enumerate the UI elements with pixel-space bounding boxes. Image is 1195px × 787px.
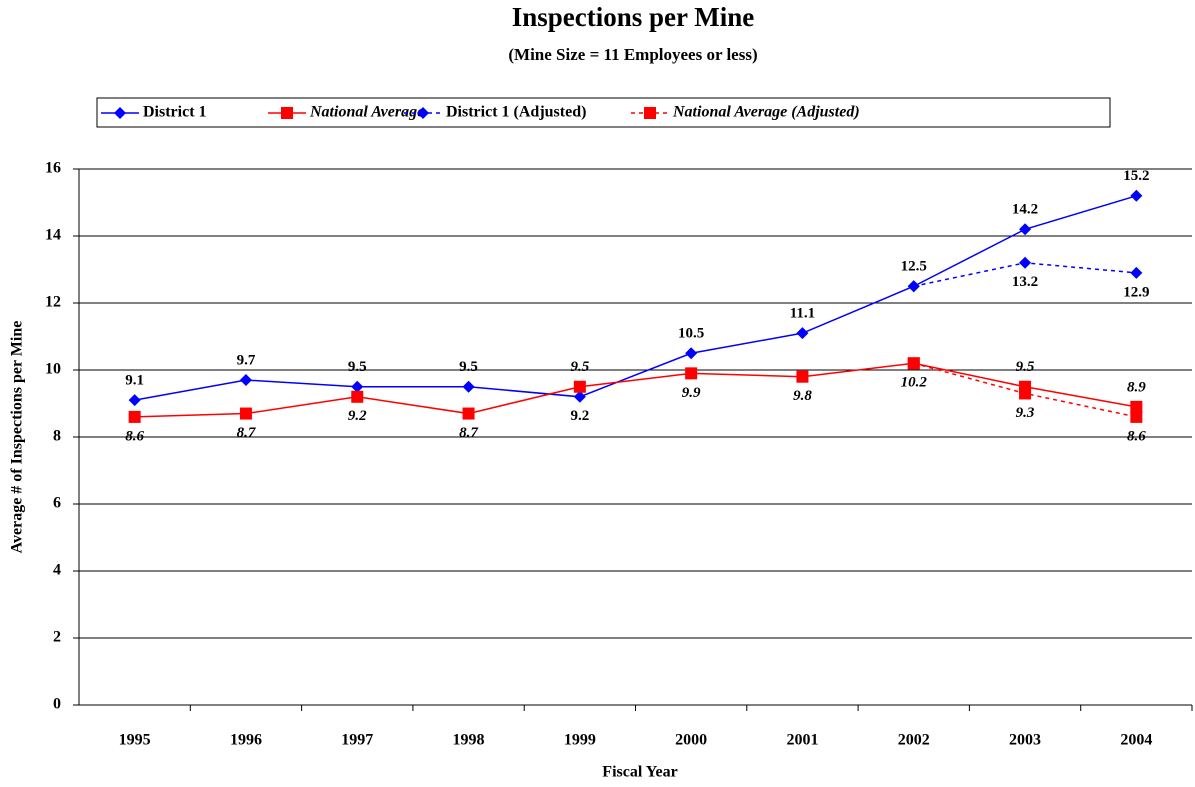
data-point xyxy=(796,370,809,383)
legend-label: District 1 xyxy=(143,104,207,121)
data-point xyxy=(462,407,475,420)
y-tick-label: 8 xyxy=(53,428,61,445)
data-label: 9.3 xyxy=(1016,405,1035,421)
data-point xyxy=(573,390,586,403)
data-label: 12.5 xyxy=(901,259,927,275)
data-label: 9.5 xyxy=(348,359,367,375)
x-tick-label: 1999 xyxy=(564,732,596,749)
y-tick-label: 14 xyxy=(45,227,61,244)
data-label: 9.2 xyxy=(570,408,589,424)
data-label: 9.5 xyxy=(570,359,589,375)
legend-label: National Average (Adjusted) xyxy=(672,104,860,121)
data-label: 14.2 xyxy=(1012,202,1038,218)
data-label: 9.5 xyxy=(459,359,478,375)
x-tick-label: 2003 xyxy=(1009,732,1041,749)
data-label: 9.7 xyxy=(237,352,256,368)
data-point xyxy=(128,410,141,423)
data-label: 13.2 xyxy=(1012,274,1038,290)
x-tick-label: 2000 xyxy=(675,732,707,749)
legend-marker xyxy=(281,107,293,119)
legend-label: District 1 (Adjusted) xyxy=(446,104,586,121)
data-point xyxy=(351,380,364,393)
y-tick-label: 0 xyxy=(53,696,61,713)
data-label: 8.7 xyxy=(237,425,256,441)
x-tick-label: 1995 xyxy=(119,732,151,749)
chart-title: Inspections per Mine xyxy=(512,2,755,32)
data-label: 11.1 xyxy=(790,306,815,322)
data-label: 8.9 xyxy=(1127,379,1146,395)
series-line xyxy=(134,195,1137,401)
data-point xyxy=(685,347,698,360)
data-point xyxy=(1130,266,1143,279)
data-label: 9.2 xyxy=(348,408,367,424)
data-point xyxy=(685,367,698,380)
data-label: 10.2 xyxy=(901,375,928,391)
data-label: 9.1 xyxy=(125,373,144,389)
data-point xyxy=(1130,400,1143,413)
data-label: 9.5 xyxy=(1016,359,1035,375)
data-label: 12.9 xyxy=(1123,284,1149,300)
legend-marker xyxy=(114,107,126,119)
y-tick-label: 12 xyxy=(45,294,61,311)
data-point xyxy=(1019,387,1032,400)
data-label: 9.8 xyxy=(793,388,812,404)
legend-marker xyxy=(644,107,656,119)
y-tick-label: 16 xyxy=(45,160,61,177)
legend-marker xyxy=(417,107,429,119)
data-label: 8.6 xyxy=(1127,428,1146,444)
data-point xyxy=(351,390,364,403)
x-tick-label: 2004 xyxy=(1120,732,1152,749)
data-label: 8.6 xyxy=(125,428,144,444)
data-point xyxy=(1130,189,1143,202)
data-point xyxy=(796,327,809,340)
data-label: 10.5 xyxy=(678,326,704,342)
x-tick-label: 1997 xyxy=(341,732,373,749)
y-axis-title: Average # of Inspections per Mine xyxy=(9,321,26,554)
series-line xyxy=(134,362,1137,418)
data-point xyxy=(1130,410,1143,423)
data-point xyxy=(239,407,252,420)
x-axis-title: Fiscal Year xyxy=(602,764,677,781)
data-point xyxy=(1019,223,1032,236)
y-tick-label: 2 xyxy=(53,629,61,646)
data-point xyxy=(462,380,475,393)
x-tick-label: 2002 xyxy=(898,732,930,749)
data-label: 9.9 xyxy=(682,385,701,401)
y-tick-label: 4 xyxy=(53,562,61,579)
data-label: 15.2 xyxy=(1123,168,1149,184)
y-tick-label: 6 xyxy=(53,495,61,512)
legend-label: National Average xyxy=(309,104,424,121)
data-point xyxy=(1019,256,1032,269)
x-tick-label: 2001 xyxy=(786,732,818,749)
chart-subtitle: (Mine Size = 11 Employees or less) xyxy=(508,45,757,64)
data-point xyxy=(907,357,920,370)
data-label: 8.7 xyxy=(459,425,478,441)
y-tick-label: 10 xyxy=(45,361,61,378)
x-tick-label: 1996 xyxy=(230,732,262,749)
data-point xyxy=(907,280,920,293)
data-point xyxy=(239,374,252,387)
data-point xyxy=(573,380,586,393)
x-tick-label: 1998 xyxy=(453,732,485,749)
legend-box xyxy=(96,97,1111,128)
data-point xyxy=(128,394,141,407)
